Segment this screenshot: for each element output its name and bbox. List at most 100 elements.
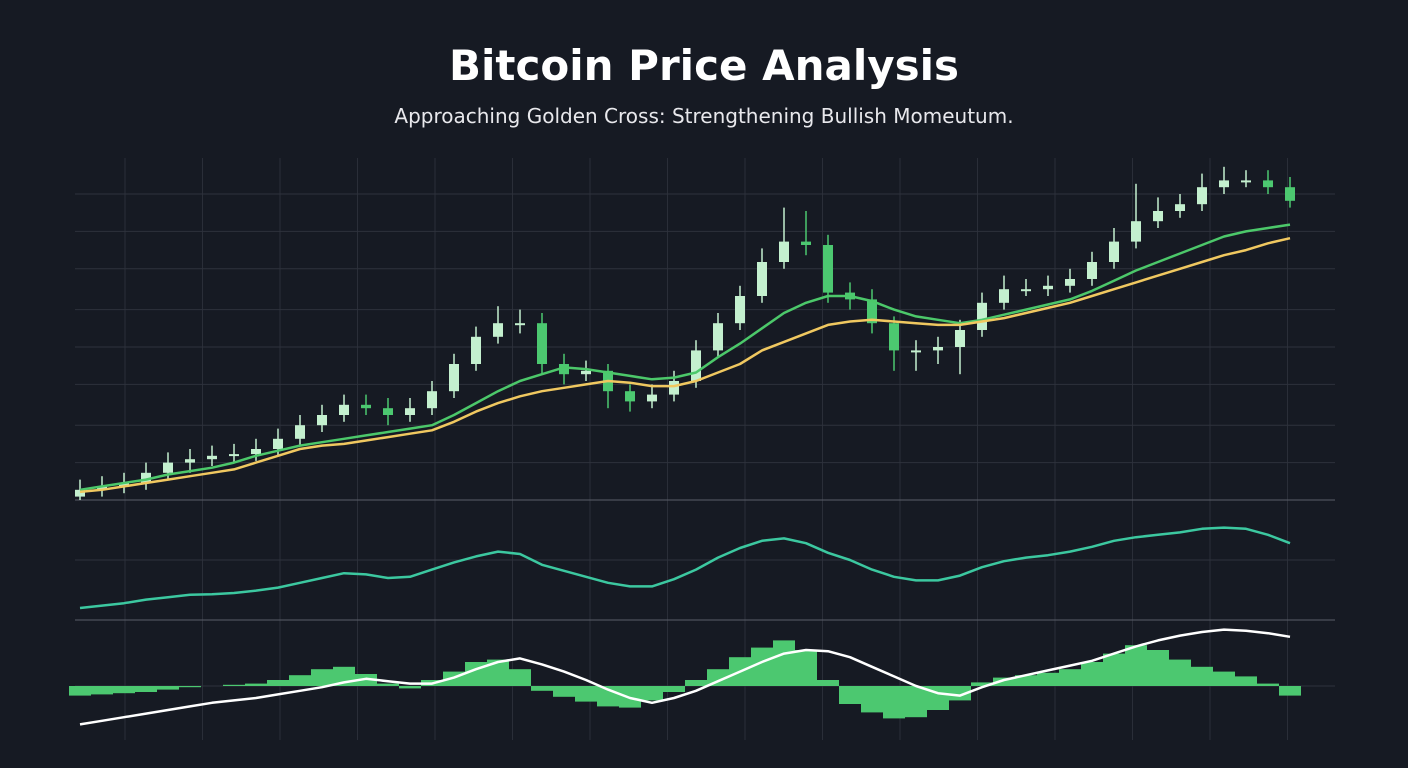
histogram-bar bbox=[377, 683, 399, 686]
histogram-bar bbox=[861, 686, 883, 713]
candle-body bbox=[1285, 187, 1295, 201]
histogram-bar bbox=[91, 686, 113, 695]
chart-subtitle: Approaching Golden Cross: Strengthening … bbox=[394, 104, 1013, 128]
candle-body bbox=[801, 241, 811, 245]
candle-body bbox=[999, 289, 1009, 303]
candle-body bbox=[229, 454, 239, 457]
line-series bbox=[79, 628, 1291, 726]
candle-body bbox=[493, 323, 503, 337]
candle-body bbox=[889, 323, 899, 351]
candle-body bbox=[317, 415, 327, 426]
histogram-bar bbox=[509, 669, 531, 686]
candle-body bbox=[911, 350, 921, 353]
candle-body bbox=[185, 459, 195, 463]
histogram-bar bbox=[751, 647, 773, 686]
candle-body bbox=[383, 408, 393, 415]
candle-body bbox=[669, 381, 679, 395]
candle-body bbox=[559, 364, 569, 375]
histogram-bar bbox=[135, 686, 157, 692]
histogram-bar bbox=[223, 684, 245, 686]
histogram-bar bbox=[817, 680, 839, 686]
histogram-bar bbox=[1037, 672, 1059, 686]
histogram-bar bbox=[531, 686, 553, 691]
histogram-bar bbox=[267, 680, 289, 686]
candle-body bbox=[977, 302, 987, 330]
histogram-bar bbox=[1191, 666, 1213, 686]
line-series bbox=[79, 223, 1291, 492]
candle-body bbox=[97, 486, 107, 490]
histogram-bar bbox=[1081, 662, 1103, 686]
candle-body bbox=[1021, 289, 1031, 292]
histogram-bar bbox=[993, 677, 1015, 686]
line-series bbox=[79, 236, 1291, 494]
candle-body bbox=[537, 323, 547, 364]
candle-body bbox=[515, 323, 525, 326]
histogram-bar bbox=[1169, 659, 1191, 686]
candle-body bbox=[867, 299, 877, 324]
candle-body bbox=[361, 404, 371, 409]
histogram-bar bbox=[157, 686, 179, 690]
histogram-bar bbox=[1015, 675, 1037, 686]
candle-body bbox=[735, 296, 745, 324]
candle-body bbox=[449, 364, 459, 392]
histogram-bar bbox=[795, 650, 817, 686]
histogram-bar bbox=[1059, 669, 1081, 686]
histogram-bar bbox=[663, 686, 685, 692]
candle-body bbox=[1241, 180, 1251, 183]
histogram-bar bbox=[113, 686, 135, 694]
candle-body bbox=[1043, 285, 1053, 290]
candle-body bbox=[691, 350, 701, 381]
candle-body bbox=[1197, 187, 1207, 205]
histogram-bar bbox=[1147, 650, 1169, 686]
candle-body bbox=[1175, 204, 1185, 211]
histogram-bar bbox=[883, 686, 905, 719]
histogram-bar bbox=[905, 686, 927, 718]
histogram-bar bbox=[575, 686, 597, 702]
histogram-bar bbox=[1103, 653, 1125, 686]
candle-body bbox=[273, 438, 283, 449]
line-series bbox=[79, 526, 1291, 610]
candle-body bbox=[1087, 262, 1097, 279]
candle-body bbox=[207, 455, 217, 460]
candle-body bbox=[823, 245, 833, 293]
candle-body bbox=[779, 241, 789, 262]
candle-body bbox=[647, 394, 657, 402]
candle-body bbox=[1109, 241, 1119, 262]
histogram-bar bbox=[641, 686, 663, 701]
candle-body bbox=[141, 472, 151, 483]
histogram-bar bbox=[1213, 671, 1235, 686]
histogram-bar bbox=[1257, 683, 1279, 686]
candle-body bbox=[1131, 221, 1141, 242]
candle-body bbox=[427, 391, 437, 409]
candle-body bbox=[471, 336, 481, 364]
histogram-bar bbox=[311, 669, 333, 686]
histogram-bar bbox=[685, 680, 707, 686]
histogram-bar bbox=[245, 683, 267, 686]
histogram-bar bbox=[949, 686, 971, 701]
histogram-bar bbox=[971, 682, 993, 686]
candle-body bbox=[581, 370, 591, 375]
candle-body bbox=[119, 483, 129, 487]
histogram-bar bbox=[773, 640, 795, 686]
candle-body bbox=[955, 330, 965, 347]
chart-title: Bitcoin Price Analysis bbox=[449, 41, 959, 90]
candle-body bbox=[163, 462, 173, 473]
histogram-bar bbox=[1279, 686, 1301, 696]
candle-body bbox=[295, 425, 305, 439]
histogram-bar bbox=[553, 686, 575, 697]
candle-body bbox=[933, 347, 943, 351]
candle-body bbox=[251, 449, 261, 455]
vertical-grid bbox=[124, 158, 1288, 740]
candle-body bbox=[713, 323, 723, 351]
candle-body bbox=[75, 489, 85, 497]
candle-body bbox=[405, 408, 415, 415]
candle-body bbox=[1153, 211, 1163, 222]
candle-body bbox=[1065, 279, 1075, 286]
histogram-bar bbox=[487, 659, 509, 686]
histogram-bar bbox=[707, 669, 729, 686]
histogram-bar bbox=[1125, 645, 1147, 686]
candle-body bbox=[339, 404, 349, 415]
candle-body bbox=[625, 391, 635, 402]
histogram-bar bbox=[289, 675, 311, 686]
